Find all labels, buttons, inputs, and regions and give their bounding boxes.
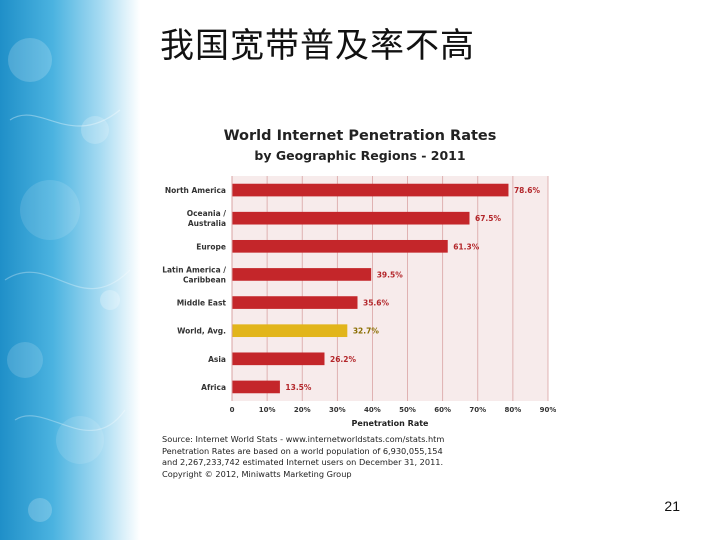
x-axis-label: Penetration Rate [352,419,430,428]
value-label: 67.5% [475,214,502,223]
x-tick-label: 50% [399,406,416,414]
bars [232,183,509,394]
x-tick-label: 20% [294,406,311,414]
chart-title: World Internet Penetration Rates [224,128,497,144]
value-label: 32.7% [353,327,380,336]
value-label: 61.3% [453,242,480,251]
x-tick-label: 40% [364,406,381,414]
source-line: Penetration Rates are based on a world p… [162,445,443,456]
category-label: Africa [201,383,226,392]
category-label: Asia [208,355,226,364]
penetration-chart: World Internet Penetration Rates by Geog… [160,118,556,484]
category-label: Middle East [177,299,227,308]
bar-africa [232,380,280,394]
chart-subtitle: by Geographic Regions - 2011 [254,148,465,163]
decorative-left-band [0,0,140,540]
value-label: 26.2% [330,355,357,364]
x-tick-label: 30% [329,406,346,414]
value-labels: 78.6% 67.5% 61.3% 39.5% 35.6% 32.7% 26.2% 13.5% [285,186,540,392]
chart-svg: World Internet Penetration Rates by Geog… [162,128,556,428]
x-tick-label: 80% [505,406,522,414]
band-pattern [4,38,131,522]
source-line: and 2,267,233,742 estimated Internet use… [162,457,444,467]
bar-middle-east [232,296,358,309]
bar-world-avg [232,324,348,338]
bar-europe [232,239,448,253]
value-label: 78.6% [514,186,541,195]
source-line: Copyright © 2012, Miniwatts Marketing Gr… [162,468,352,479]
x-tick-label: 90% [540,406,556,414]
category-label: Europe [196,242,226,251]
value-label: 13.5% [285,383,312,392]
value-label: 39.5% [377,270,404,279]
x-tick-label: 10% [259,406,276,414]
bar-oceania-australia [232,211,470,225]
source-line: Source: Internet World Stats - www.inter… [162,434,445,444]
plot-background [232,176,548,401]
x-tick-labels: 0 10% 20% 30% 40% 50% 60% 70% 80% 90% [230,406,556,414]
category-label: Oceania / Australia [187,209,227,228]
bar-north-america [232,183,509,197]
x-tick-label: 60% [434,406,451,414]
value-label: 35.6% [363,299,390,308]
page-number: 21 [664,498,680,514]
slide-title: 我国宽带普及率不高 [160,26,475,66]
category-label: Latin America / Caribbean [162,265,226,284]
category-label: World, Avg. [177,327,226,336]
category-label: North America [165,186,226,195]
chart-source-note: Source: Internet World Stats - www.inter… [162,434,482,480]
bar-latin-america-caribbean [232,268,372,281]
x-tick-label: 70% [469,406,486,414]
x-tick-label: 0 [230,406,235,414]
bar-asia [232,352,325,366]
category-labels: North America Oceania / Australia Europe Lat… [162,186,226,392]
